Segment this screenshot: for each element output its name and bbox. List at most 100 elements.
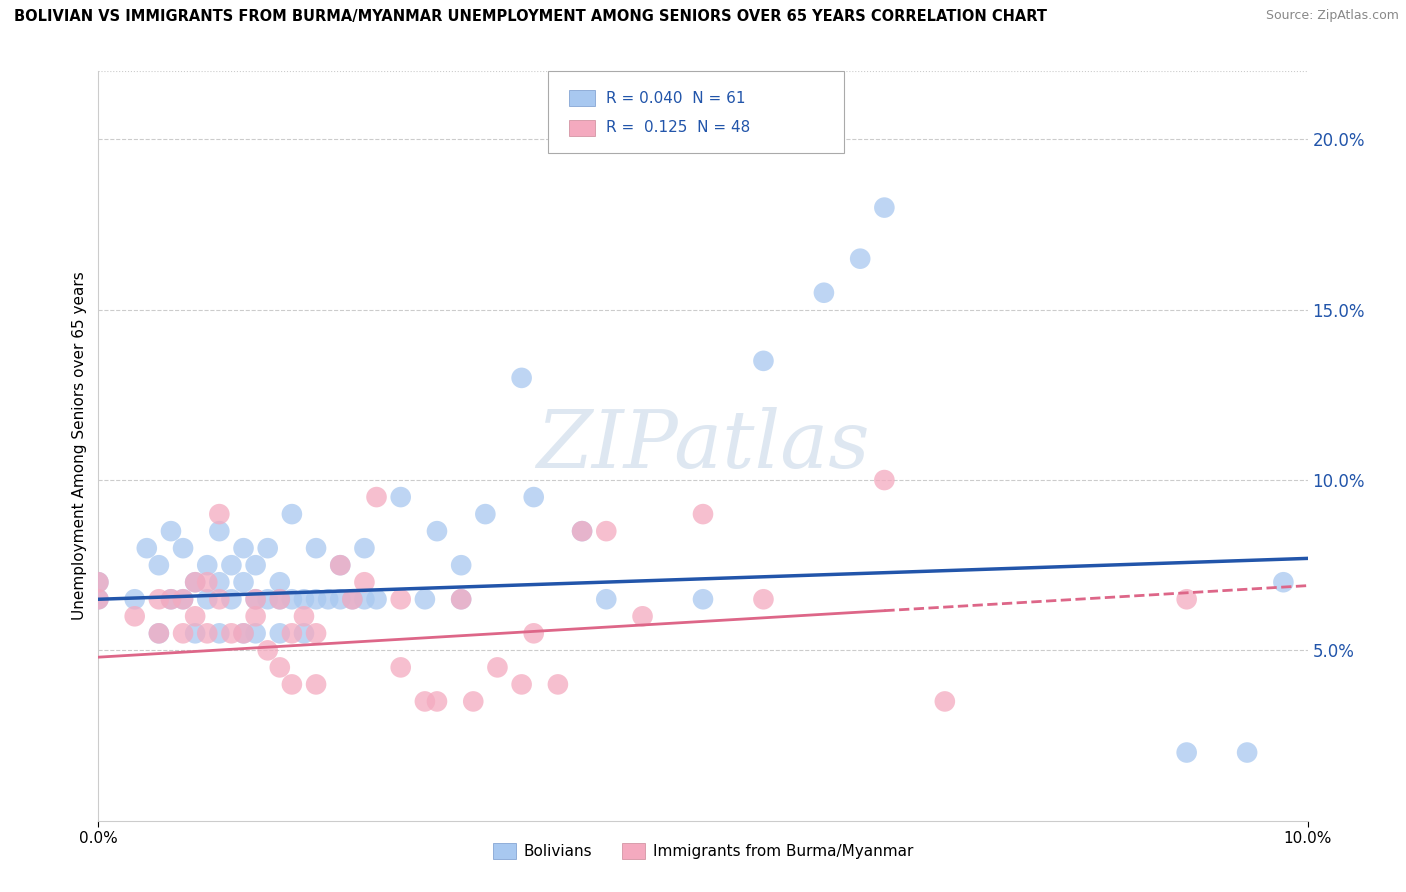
Point [873,473,896,487]
Point [172,592,194,607]
Point [87,592,110,607]
Point [148,626,170,640]
Point [232,626,254,640]
Point [172,626,194,640]
Point [172,592,194,607]
Point [692,507,714,521]
Point [232,541,254,556]
Point [389,592,412,607]
Point [269,592,291,607]
Point [256,643,278,657]
Point [1236,746,1258,760]
Point [571,524,593,538]
Text: R = 0.040  N = 61: R = 0.040 N = 61 [606,91,745,105]
Point [245,592,267,607]
Point [523,626,546,640]
Legend: Bolivians, Immigrants from Burma/Myanmar: Bolivians, Immigrants from Burma/Myanmar [486,838,920,865]
Point [281,592,304,607]
Point [172,541,194,556]
Point [366,592,388,607]
Point [208,592,231,607]
Point [353,541,375,556]
Point [305,592,328,607]
Point [245,592,267,607]
Point [184,609,207,624]
Point [292,592,315,607]
Point [245,626,267,640]
Point [256,592,278,607]
Point [1272,575,1295,590]
Point [195,626,218,640]
Point [160,524,183,538]
Point [873,201,896,215]
Point [510,677,533,691]
Point [413,592,436,607]
Point [87,592,110,607]
Point [305,541,328,556]
Point [269,626,291,640]
Point [752,592,775,607]
Point [595,592,617,607]
Point [195,592,218,607]
Point [305,677,328,691]
Point [208,575,231,590]
Point [329,592,352,607]
Point [934,694,956,708]
Point [269,660,291,674]
Point [547,677,569,691]
Point [329,558,352,573]
Point [631,609,654,624]
Point [353,592,375,607]
Point [474,507,496,521]
Point [426,694,449,708]
Point [450,592,472,607]
Point [426,524,449,538]
Point [1175,592,1198,607]
Point [450,558,472,573]
Point [595,524,617,538]
Point [256,541,278,556]
Point [342,592,364,607]
Point [389,490,412,504]
Point [292,626,315,640]
Point [353,575,375,590]
Point [135,541,157,556]
Point [281,507,304,521]
Point [269,592,291,607]
Point [221,558,243,573]
Point [184,626,207,640]
Point [160,592,183,607]
Point [366,490,388,504]
Point [281,677,304,691]
Point [148,592,170,607]
Point [184,575,207,590]
Point [1175,746,1198,760]
Point [232,575,254,590]
Point [245,609,267,624]
Y-axis label: Unemployment Among Seniors over 65 years: Unemployment Among Seniors over 65 years [72,272,87,620]
Point [389,660,412,674]
Point [281,626,304,640]
Point [292,609,315,624]
Text: R =  0.125  N = 48: R = 0.125 N = 48 [606,120,751,135]
Point [463,694,485,708]
Point [124,592,146,607]
Point [148,558,170,573]
Point [208,507,231,521]
Point [269,575,291,590]
Point [329,558,352,573]
Point [221,592,243,607]
Point [87,575,110,590]
Point [342,592,364,607]
Point [87,575,110,590]
Point [208,524,231,538]
Point [813,285,835,300]
Point [571,524,593,538]
Point [245,558,267,573]
Text: ZIPatlas: ZIPatlas [536,408,870,484]
Point [486,660,509,674]
Point [160,592,183,607]
Point [692,592,714,607]
Point [849,252,872,266]
Point [148,626,170,640]
